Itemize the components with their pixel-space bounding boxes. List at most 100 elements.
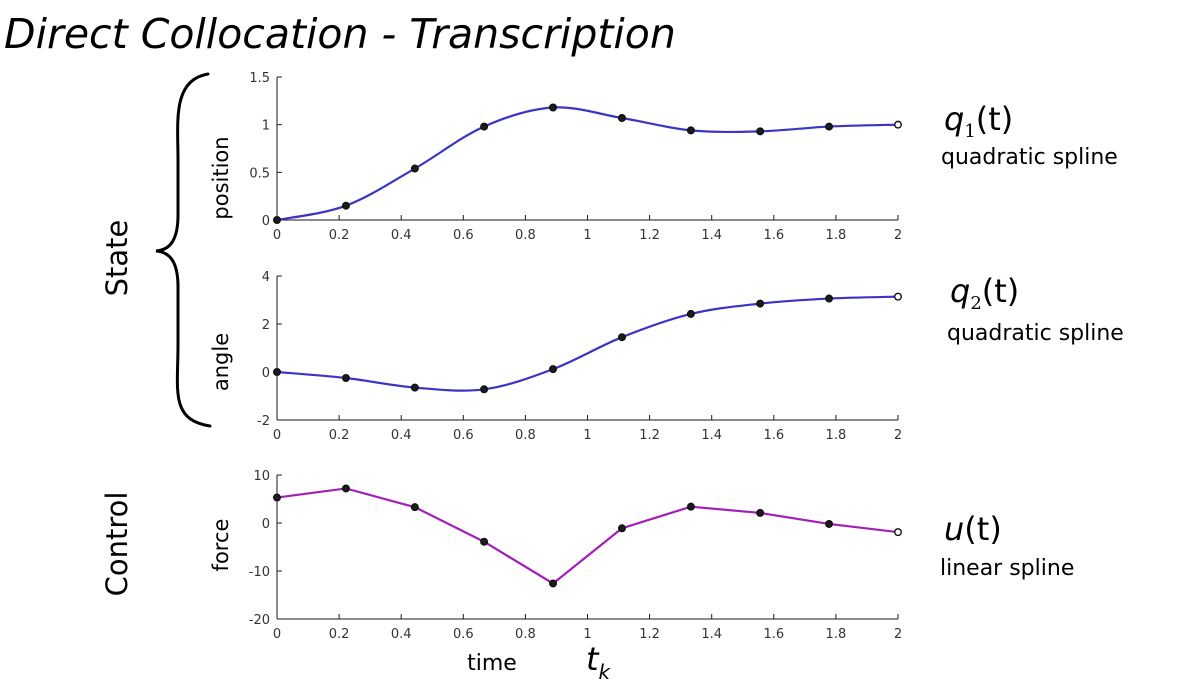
tk-main: t: [586, 640, 600, 678]
y-axis-label: position: [209, 136, 233, 219]
data-point: [480, 385, 489, 394]
x-tick-label: 1.4: [701, 627, 722, 642]
control-label: Control: [100, 492, 134, 597]
data-point: [341, 201, 350, 210]
data-point: [549, 365, 558, 374]
x-tick-label: 0.4: [391, 428, 412, 443]
x-tick-label: 0.6: [453, 627, 474, 642]
y-axis-label: angle: [209, 333, 233, 391]
data-point: [273, 215, 282, 224]
x-tick-label: 0: [273, 428, 281, 443]
y-tick-label: -20: [249, 613, 270, 628]
x-tick-label: 0.4: [391, 627, 412, 642]
data-point: [273, 493, 282, 502]
x-tick-label: 1.8: [826, 228, 847, 243]
data-point: [549, 579, 558, 588]
q2-description: quadratic spline: [947, 321, 1124, 346]
data-point: [894, 528, 903, 537]
x-tick-label: 0.4: [391, 228, 412, 243]
data-point: [549, 103, 558, 112]
y-tick-label: -10: [249, 565, 270, 580]
q1-sub: 1: [964, 121, 975, 142]
y-tick-label: 10: [253, 469, 270, 484]
q2-var: q: [950, 272, 970, 310]
u-description: linear spline: [940, 556, 1074, 581]
data-point: [756, 299, 765, 308]
y-tick-label: 0: [262, 214, 270, 229]
data-point: [617, 333, 626, 342]
x-tick-label: 1: [583, 627, 591, 642]
data-point: [756, 127, 765, 136]
q2-annotation: q2(t): [950, 272, 1019, 314]
series-line: [276, 295, 899, 392]
x-tick-label: 0.6: [453, 428, 474, 443]
y-tick-label: 0: [262, 517, 270, 532]
x-tick-label: 1.6: [763, 627, 784, 642]
force-plot: 0 0.2 0.4 0.6 0.8 1 1.2 1.4 1.6 1.8 2 -20 -10 0 10 forc…: [209, 469, 902, 642]
state-label: State: [100, 220, 134, 297]
series-line: [276, 106, 899, 222]
y-tick-label: 1.5: [249, 71, 270, 86]
position-plot: 0 0.2 0.4 0.6 0.8 1 1.2 1.4 1.6 1.8 2 0 0.5 1 1.5 posit…: [209, 71, 902, 243]
series-line: [276, 487, 899, 585]
x-tick-label: 1.4: [701, 428, 722, 443]
y-tick-label: 0: [262, 366, 270, 381]
data-point: [894, 120, 903, 129]
x-tick-label: 0.2: [329, 228, 350, 243]
y-tick-label: 2: [262, 318, 270, 333]
x-tick-label: 1: [583, 428, 591, 443]
x-tick-label: 0.2: [329, 428, 350, 443]
data-point: [341, 484, 350, 493]
q2-sub: 2: [970, 293, 981, 314]
data-point: [825, 294, 834, 303]
q1-description: quadratic spline: [941, 145, 1118, 170]
slide-title: Direct Collocation - Transcription: [4, 10, 676, 58]
x-tick-label: 1.8: [826, 428, 847, 443]
data-point: [410, 383, 419, 392]
y-tick-label: 4: [262, 270, 270, 285]
q2-arg: (t): [982, 272, 1020, 310]
data-point: [410, 503, 419, 512]
data-point: [686, 309, 695, 318]
tk-sub: k: [599, 660, 612, 684]
u-arg: (t): [964, 510, 1002, 548]
x-tick-label: 0.8: [515, 627, 536, 642]
time-axis-label: time: [467, 651, 517, 676]
q1-var: q: [944, 100, 964, 138]
y-tick-label: -2: [257, 414, 270, 429]
y-tick-label: 0.5: [249, 166, 270, 181]
q1-arg: (t): [976, 100, 1014, 138]
x-tick-label: 0.2: [329, 627, 350, 642]
x-tick-label: 0.8: [515, 428, 536, 443]
x-tick-label: 1.4: [701, 228, 722, 243]
x-tick-label: 1.6: [763, 228, 784, 243]
x-tick-label: 2: [894, 428, 902, 443]
y-axis-label: force: [209, 519, 233, 572]
data-point: [341, 374, 350, 383]
x-tick-label: 2: [894, 228, 902, 243]
data-point: [480, 537, 489, 546]
data-point: [617, 524, 626, 533]
x-tick-label: 1.2: [639, 627, 660, 642]
data-point: [825, 519, 834, 528]
tk-label: tk: [586, 640, 612, 684]
data-point: [480, 122, 489, 131]
data-point: [410, 164, 419, 173]
data-point: [825, 122, 834, 131]
data-point: [686, 126, 695, 135]
x-tick-label: 1.2: [639, 428, 660, 443]
x-tick-label: 1.2: [639, 228, 660, 243]
q1-annotation: q1(t): [944, 100, 1013, 142]
x-tick-label: 1: [583, 228, 591, 243]
y-tick-label: 1: [262, 119, 270, 134]
data-point: [894, 292, 903, 301]
u-var: u: [944, 510, 964, 548]
data-point: [686, 502, 695, 511]
state-brace: [155, 72, 212, 428]
x-tick-label: 2: [894, 627, 902, 642]
x-tick-label: 0: [273, 228, 281, 243]
data-point: [617, 113, 626, 122]
x-tick-label: 1.8: [826, 627, 847, 642]
